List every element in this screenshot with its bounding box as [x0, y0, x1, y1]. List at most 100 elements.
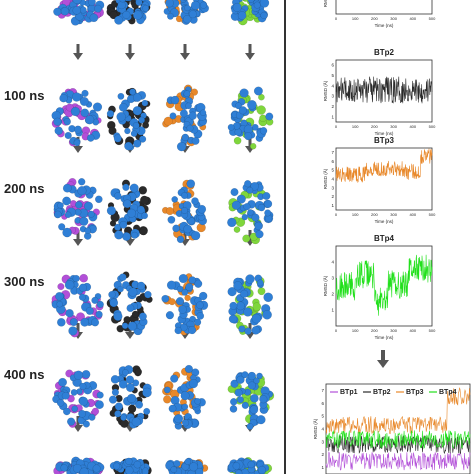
- y-axis-label: RMSD (Å): [312, 418, 318, 439]
- y-axis-label: RMSD (Å): [322, 168, 328, 189]
- legend-label: BTp1: [340, 389, 358, 396]
- rmsd-series-line: [325, 387, 471, 435]
- x-tick-label: 300: [390, 328, 397, 333]
- x-tick-label: 400: [409, 328, 416, 333]
- y-tick-label: 2: [331, 292, 334, 297]
- y-tick-label: 4: [331, 260, 334, 265]
- y-tick-label: 1: [331, 308, 334, 313]
- y-axis-label: RMSD (Å): [322, 80, 328, 101]
- x-tick-label: 0: [335, 212, 338, 217]
- chart-frame: [335, 147, 433, 211]
- y-tick-label: 3: [331, 94, 334, 99]
- time-label-200ns: 200 ns: [4, 181, 45, 196]
- x-tick-label: 0: [335, 124, 338, 129]
- y-tick-label: 2: [331, 194, 334, 199]
- x-axis-label: Time (ns): [375, 23, 394, 28]
- rmsd-series-line: [325, 434, 471, 455]
- peptide-structure: [227, 274, 274, 336]
- peptide-structure: [161, 179, 207, 244]
- y-tick-label: 2: [321, 452, 324, 457]
- x-tick-label: 400: [409, 212, 416, 217]
- chart-frame: [335, 59, 433, 123]
- y-tick-label: 6: [321, 401, 324, 406]
- x-tick-label: 100: [352, 16, 359, 21]
- y-tick-label: 1: [331, 203, 334, 208]
- peptide-structure: [163, 0, 210, 25]
- down-arrow-icon: [180, 44, 190, 60]
- y-tick-label: 5: [331, 168, 334, 173]
- peptide-structure: [162, 364, 206, 430]
- y-tick-label: 1: [331, 114, 334, 119]
- peptide-structure: [227, 457, 273, 474]
- x-tick-label: 100: [352, 212, 359, 217]
- peptide-structure: [165, 457, 209, 474]
- y-tick-label: 3: [331, 276, 334, 281]
- x-tick-label: 500: [429, 124, 436, 129]
- peptide-structure: [227, 180, 274, 245]
- x-axis-label: Time (ns): [375, 131, 394, 136]
- peptide-structure: [106, 179, 152, 241]
- peptide-structure: [106, 0, 151, 25]
- peptide-structure: [106, 271, 153, 336]
- chart-title: BTp3: [374, 136, 395, 145]
- time-label-400ns: 400 ns: [4, 367, 45, 382]
- peptide-structure: [161, 273, 209, 336]
- x-tick-label: 500: [429, 212, 436, 217]
- peptide-structure: [108, 365, 152, 429]
- legend-label: BTp3: [406, 389, 424, 396]
- down-arrow-icon: [73, 230, 83, 246]
- legend-label: BTp4: [439, 389, 457, 396]
- x-tick-label: 500: [429, 16, 436, 21]
- peptide-structure: [53, 0, 105, 26]
- y-tick-label: 7: [331, 150, 334, 155]
- rmsd-series-line: [335, 76, 433, 104]
- legend-label: BTp2: [373, 389, 391, 396]
- y-tick-label: 7: [321, 388, 324, 393]
- rmsd-series-line: [325, 451, 471, 471]
- time-label-300ns: 300 ns: [4, 274, 45, 289]
- x-tick-label: 200: [371, 124, 378, 129]
- x-tick-label: 300: [390, 16, 397, 21]
- x-tick-label: 200: [371, 212, 378, 217]
- y-tick-label: 4: [331, 177, 334, 182]
- chart-frame: [335, 0, 433, 15]
- x-tick-label: 100: [352, 124, 359, 129]
- x-axis-label: Time (ns): [375, 335, 394, 340]
- x-tick-label: 400: [409, 124, 416, 129]
- peptide-structure: [53, 456, 105, 474]
- y-tick-label: 6: [331, 159, 334, 164]
- down-arrow-icon: [377, 350, 389, 368]
- y-tick-label: 3: [321, 439, 324, 444]
- peptide-structure: [230, 0, 270, 26]
- rmsd-series-line: [335, 148, 433, 184]
- y-tick-label: 2: [331, 104, 334, 109]
- down-arrow-icon: [125, 44, 135, 60]
- x-tick-label: 300: [390, 124, 397, 129]
- x-tick-label: 0: [335, 328, 338, 333]
- x-tick-label: 200: [371, 328, 378, 333]
- chart-title: BTp4: [374, 234, 395, 243]
- down-arrow-icon: [73, 44, 83, 60]
- peptide-structure: [106, 87, 151, 151]
- x-tick-label: 0: [335, 16, 338, 21]
- y-tick-label: 1: [321, 465, 324, 470]
- x-tick-label: 300: [390, 212, 397, 217]
- x-tick-label: 200: [371, 16, 378, 21]
- panel-divider: [284, 0, 286, 474]
- peptide-structure: [227, 371, 275, 430]
- y-tick-label: 3: [331, 185, 334, 190]
- peptide-structure: [51, 273, 104, 338]
- y-axis-label: RMSD (Å): [322, 275, 328, 296]
- down-arrow-icon: [245, 44, 255, 60]
- x-axis-label: Time (ns): [375, 219, 394, 224]
- peptide-structure: [109, 457, 152, 474]
- chart-title: BTp2: [374, 48, 395, 57]
- rmsd-series-line: [325, 430, 471, 450]
- y-tick-label: 4: [331, 83, 334, 88]
- peptide-structure: [53, 178, 103, 240]
- rmsd-series-line: [335, 254, 433, 316]
- chart-frame: [325, 383, 471, 474]
- x-tick-label: 500: [429, 328, 436, 333]
- peptide-structure: [51, 88, 103, 147]
- peptide-structure: [162, 84, 208, 152]
